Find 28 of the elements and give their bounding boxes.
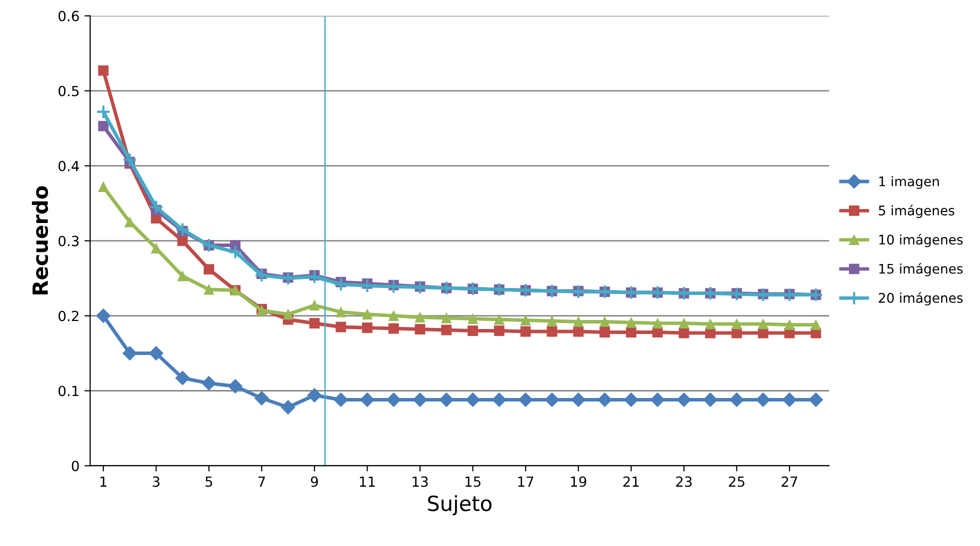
- x-tick-label: 21: [623, 476, 639, 487]
- legend-label: 15 imágenes: [879, 263, 963, 276]
- x-tick-label: 19: [571, 476, 586, 487]
- x-tick-label: 25: [728, 476, 744, 487]
- y-tick-label: 0.5: [58, 86, 79, 96]
- y-tick-label: 0.4: [58, 160, 79, 172]
- x-tick-label: 23: [676, 476, 692, 487]
- x-tick-label: 3: [152, 476, 160, 487]
- x-tick-label: 27: [782, 476, 798, 487]
- x-tick-label: 17: [518, 476, 534, 487]
- x-axis-title: Sujeto: [428, 495, 492, 516]
- x-tick-label: 5: [206, 476, 212, 487]
- y-axis-title: Recuerdo: [32, 186, 48, 294]
- y-tick-label: 0.1: [58, 386, 78, 396]
- x-tick-label: 9: [310, 476, 318, 487]
- x-tick-label: 11: [360, 476, 375, 487]
- x-tick-label: 15: [466, 476, 480, 487]
- y-tick-label: 0.3: [58, 236, 79, 246]
- legend-label: 10 imágenes: [879, 234, 963, 248]
- legend-label: 20 imágenes: [878, 292, 963, 306]
- y-tick-label: 0.6: [58, 10, 79, 22]
- y-tick-label: 0.2: [58, 310, 78, 322]
- x-tick-label: 1: [100, 476, 106, 487]
- x-tick-label: 13: [412, 476, 428, 487]
- legend-label: 1 imagen: [879, 176, 939, 189]
- y-tick-label: 0: [72, 460, 79, 472]
- x-tick-label: 7: [258, 476, 265, 487]
- legend-label: 5 imágenes: [878, 204, 954, 218]
